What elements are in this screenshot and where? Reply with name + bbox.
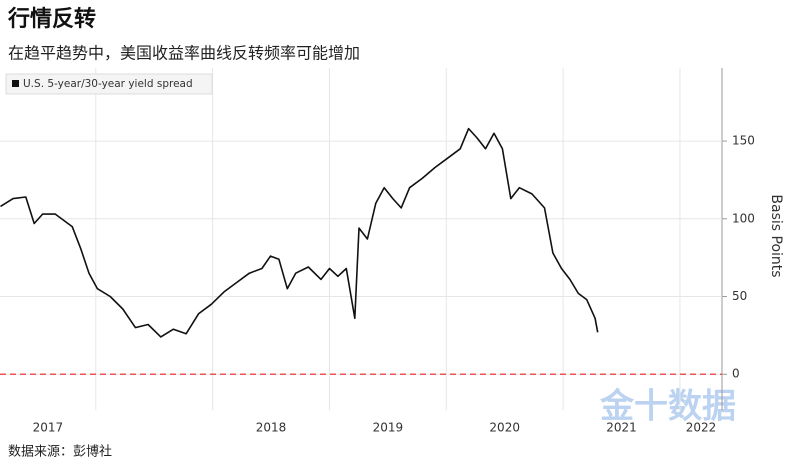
x-tick-label: 2019	[373, 421, 404, 435]
y-tick-label: 50	[732, 289, 747, 303]
y-axis-label: Basis Points	[768, 194, 784, 277]
x-tick-label: 2022	[686, 421, 717, 435]
data-line	[0, 127, 599, 338]
watermark: 金十数据	[599, 387, 736, 427]
x-tick-label: 2021	[606, 421, 637, 435]
chart-subtitle: 在趋平趋势中，美国收益率曲线反转频率可能增加	[8, 44, 360, 63]
y-tick-label: 0	[732, 367, 740, 381]
y-tick-label: 150	[732, 134, 755, 148]
plot-area	[0, 68, 722, 410]
x-tick-label: 2020	[489, 421, 520, 435]
legend-swatch	[12, 80, 19, 87]
legend-box	[5, 73, 213, 95]
x-tick-label: 2017	[33, 421, 64, 435]
chart-title: 行情反转	[7, 6, 96, 32]
source: 数据来源：彭博社	[8, 444, 112, 460]
y-tick-label: 100	[732, 211, 755, 225]
legend-label: U.S. 5-year/30-year yield spread	[23, 78, 193, 90]
x-tick-label: 2018	[256, 421, 287, 435]
